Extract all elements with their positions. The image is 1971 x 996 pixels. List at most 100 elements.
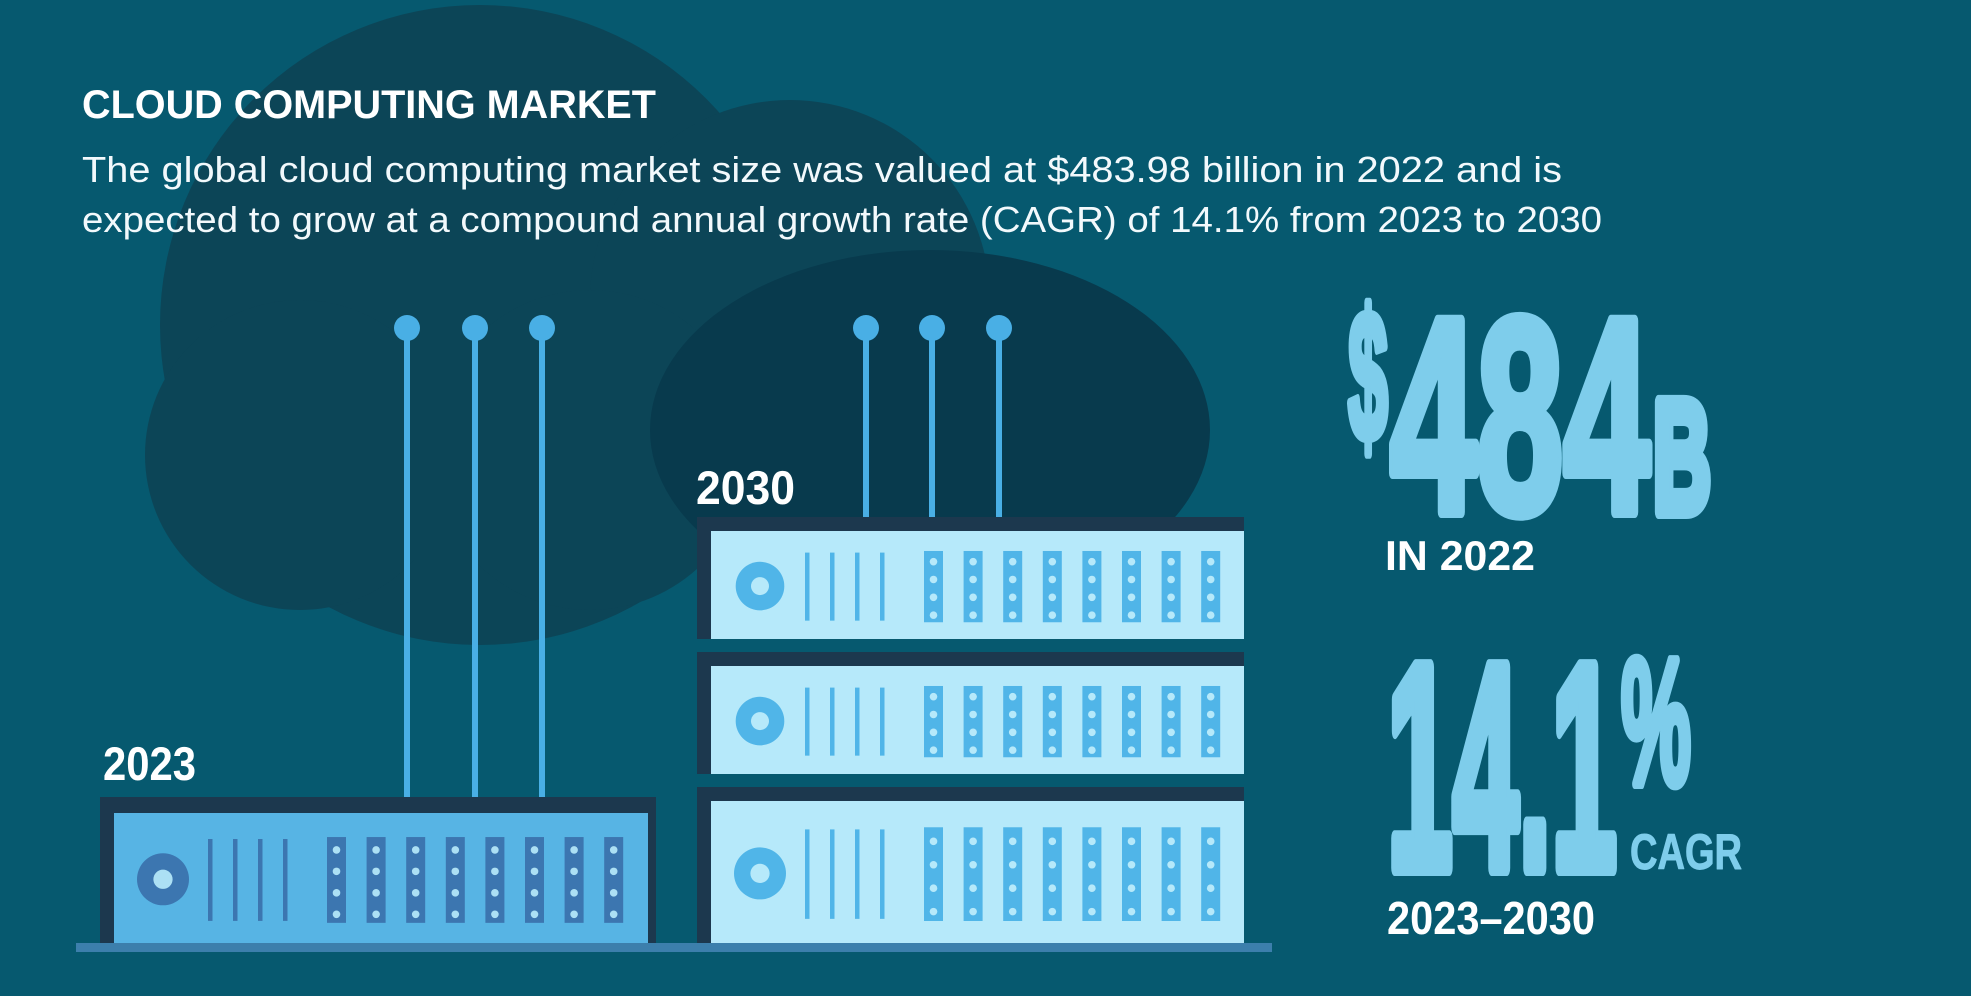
port-slot: [604, 837, 624, 923]
led-dot-icon: [969, 575, 977, 584]
vent-slit: [855, 687, 860, 756]
led-dot-icon: [332, 910, 341, 919]
led-dot-icon: [1127, 860, 1136, 869]
led-dot-icon: [411, 846, 420, 854]
led-dot-icon: [1127, 593, 1136, 602]
led-dot-icon: [609, 889, 618, 897]
port-slot: [1082, 550, 1102, 623]
led-dot-icon: [1127, 837, 1136, 846]
led-dot-icon: [1088, 575, 1096, 584]
antenna-line: [863, 328, 869, 522]
led-dot-icon: [929, 611, 938, 619]
led-dot-icon: [491, 889, 499, 897]
led-dot-icon: [1206, 837, 1215, 846]
port-slot: [564, 837, 584, 923]
led-dot-icon: [451, 846, 460, 854]
led-dot-icon: [570, 889, 578, 897]
led-dot-icon: [1088, 746, 1096, 754]
led-dot-icon: [1206, 710, 1215, 719]
led-dot-icon: [372, 910, 380, 919]
vent-slit: [233, 839, 238, 921]
led-dot-icon: [332, 846, 341, 854]
led-dot-icon: [969, 884, 977, 892]
led-dot-icon: [372, 846, 380, 854]
led-dot-icon: [491, 846, 499, 854]
port-slot: [1161, 827, 1181, 921]
led-dot-icon: [1088, 884, 1096, 892]
led-dot-icon: [1088, 593, 1096, 602]
led-dot-icon: [1008, 710, 1017, 719]
port-slot: [1042, 685, 1062, 758]
led-dot-icon: [1008, 837, 1017, 846]
led-dot-icon: [570, 910, 578, 919]
led-dot-icon: [1206, 907, 1215, 916]
port-slot: [924, 685, 943, 758]
port-slot: [924, 550, 943, 623]
port-slot: [1042, 827, 1062, 921]
led-dot-icon: [1206, 611, 1215, 619]
led-dot-icon: [1008, 557, 1017, 566]
server-2023: [100, 797, 656, 943]
stat-cagr: 14.1 % CAGR 2023–2030: [1379, 596, 1743, 944]
antenna-node-icon: [986, 315, 1012, 341]
port-slot: [1003, 685, 1023, 758]
port-slot: [1122, 550, 1141, 623]
led-dot-icon: [1048, 728, 1057, 737]
led-dot-icon: [530, 889, 539, 897]
led-dot-icon: [1206, 860, 1215, 869]
led-dot-icon: [451, 910, 460, 919]
led-dot-icon: [969, 728, 977, 737]
vent-slit: [258, 839, 263, 921]
led-dot-icon: [1048, 837, 1057, 846]
port-slot: [1003, 550, 1023, 623]
led-dot-icon: [969, 860, 977, 869]
page-title: CLOUD COMPUTING MARKET: [82, 83, 656, 127]
subtitle-line-2: expected to grow at a compound annual gr…: [82, 199, 1602, 240]
led-dot-icon: [1048, 575, 1057, 584]
port-slot: [1161, 550, 1181, 623]
port-slot: [924, 827, 943, 921]
antenna-line: [472, 328, 478, 802]
antenna-node-icon: [462, 315, 488, 341]
port-slot: [963, 550, 983, 623]
led-dot-icon: [1127, 575, 1136, 584]
port-slot: [1082, 827, 1102, 921]
led-dot-icon: [372, 889, 380, 897]
port-slot: [485, 837, 505, 923]
led-dot-icon: [609, 910, 618, 919]
led-dot-icon: [411, 889, 420, 897]
led-dot-icon: [1048, 692, 1057, 701]
led-dot-icon: [1167, 692, 1175, 701]
ground-line: [76, 943, 1272, 952]
led-dot-icon: [1008, 692, 1017, 701]
port-slot: [1042, 550, 1062, 623]
led-dot-icon: [530, 867, 539, 876]
antennas: [394, 315, 1012, 802]
led-dot-icon: [372, 867, 380, 876]
vent-slit: [880, 552, 885, 621]
led-dot-icon: [1048, 593, 1057, 602]
led-dot-icon: [1088, 907, 1096, 916]
stat-market-size: $ 484 B IN 2022: [1343, 254, 1718, 579]
antenna-node-icon: [529, 315, 555, 341]
led-dot-icon: [1167, 557, 1175, 566]
port-slot: [1201, 685, 1221, 758]
port-slot: [963, 685, 983, 758]
port-slot: [1122, 685, 1141, 758]
port-slot: [366, 837, 386, 923]
led-dot-icon: [1088, 728, 1096, 737]
led-dot-icon: [1048, 884, 1057, 892]
led-dot-icon: [1127, 907, 1136, 916]
vent-slit: [805, 829, 810, 919]
led-dot-icon: [1008, 746, 1017, 754]
led-dot-icon: [1206, 557, 1215, 566]
vent-slit: [830, 552, 835, 621]
led-dot-icon: [929, 837, 938, 846]
led-dot-icon: [1008, 728, 1017, 737]
led-dot-icon: [451, 889, 460, 897]
stat-cagr-value: 14.1: [1387, 604, 1617, 930]
led-dot-icon: [451, 867, 460, 876]
vent-slit: [855, 552, 860, 621]
led-dot-icon: [570, 846, 578, 854]
